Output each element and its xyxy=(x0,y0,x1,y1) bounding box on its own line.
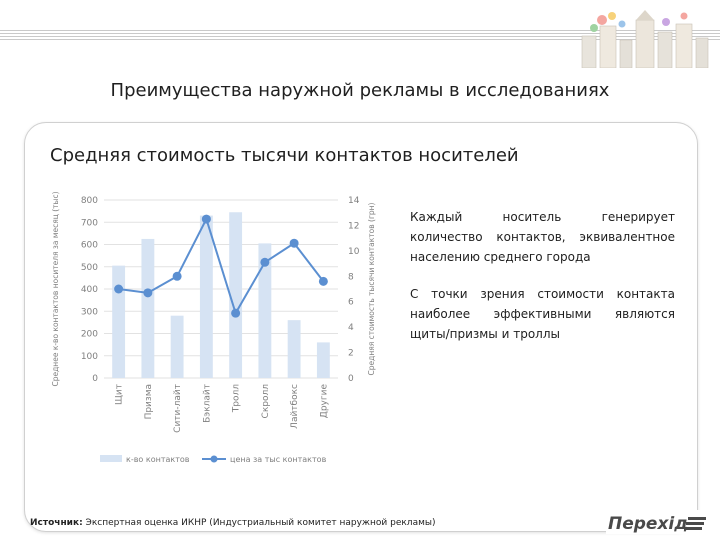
chart-subtitle: Средняя стоимость тысячи контактов носит… xyxy=(50,145,519,166)
legend-line-label: цена за тыс контактов xyxy=(230,455,327,464)
price-point xyxy=(318,276,328,286)
chart: 0 100 200 300 400 500 600 700 800 0 2 4 6 8 10 12 14 Сред… xyxy=(51,191,376,464)
y-tick-label: 700 xyxy=(81,218,98,228)
legend-bar-label: к-во контактов xyxy=(126,455,190,464)
y-tick-label: 300 xyxy=(81,307,98,317)
y-axis-title: Среднее к-во контактов носителя за месяц… xyxy=(51,191,60,386)
y-tick-label: 800 xyxy=(81,196,98,206)
price-point xyxy=(289,238,299,248)
y2-tick-label: 10 xyxy=(348,247,360,257)
content-panel xyxy=(24,122,698,532)
x-tick-label: Другие xyxy=(319,384,329,419)
slide-title: Преимущества наружной рекламы в исследов… xyxy=(110,80,610,101)
price-line xyxy=(118,216,325,316)
x-tick-label: Тролл xyxy=(232,384,242,413)
x-tick-label: Сити-лайт xyxy=(173,384,183,433)
price-point xyxy=(114,284,124,294)
perekhid-logo: Перехід xyxy=(606,510,712,534)
price-point xyxy=(172,271,182,281)
price-point xyxy=(231,308,241,318)
y-tick-label: 100 xyxy=(81,352,98,362)
y2-axis-title: Средняя стоимость тысячи контактов (грн) xyxy=(367,202,376,375)
price-point xyxy=(260,257,270,267)
y2-tick-label: 12 xyxy=(348,221,359,231)
source-text: Экспертная оценка ИКНР (Индустриальный к… xyxy=(82,518,436,528)
paragraph-contacts: Каждый носитель генерирует количество ко… xyxy=(410,210,675,264)
x-tick-label: Щит xyxy=(115,384,125,405)
x-tick-label: Лайтбокс xyxy=(290,384,300,429)
bar xyxy=(199,215,213,378)
y2-tick-label: 6 xyxy=(348,298,354,308)
y2-tick-label: 2 xyxy=(348,349,354,359)
y-tick-label: 0 xyxy=(92,374,98,384)
y-tick-label: 200 xyxy=(81,330,98,340)
city-illustration xyxy=(581,10,709,68)
top-decorative-stripes xyxy=(0,30,720,42)
source-label: Источник: xyxy=(30,518,83,528)
bar xyxy=(258,243,272,378)
y2-tick-label: 8 xyxy=(348,272,354,282)
bar xyxy=(316,342,330,378)
svg-text:Перехід: Перехід xyxy=(608,514,688,534)
y2-tick-label: 4 xyxy=(348,323,354,333)
source-note: Источник: Экспертная оценка ИКНР (Индуст… xyxy=(30,518,436,528)
y-tick-label: 600 xyxy=(81,241,98,251)
x-tick-label: Бэклайт xyxy=(202,384,212,423)
paragraph-efficiency: С точки зрения стоимости контакта наибол… xyxy=(410,287,675,341)
y2-tick-label: 0 xyxy=(348,374,354,384)
x-tick-label: Скролл xyxy=(261,384,271,418)
bar xyxy=(141,238,155,378)
legend-bar-swatch xyxy=(100,455,122,462)
bar xyxy=(287,320,301,378)
y-tick-label: 500 xyxy=(81,263,98,273)
price-point xyxy=(201,214,211,224)
x-tick-label: Призма xyxy=(144,384,154,419)
y2-tick-label: 14 xyxy=(348,196,360,206)
bar xyxy=(229,212,243,378)
y-tick-label: 400 xyxy=(81,285,98,295)
legend-line-marker xyxy=(210,455,218,463)
bar xyxy=(112,265,126,378)
bar xyxy=(170,315,184,378)
price-point xyxy=(143,288,153,298)
